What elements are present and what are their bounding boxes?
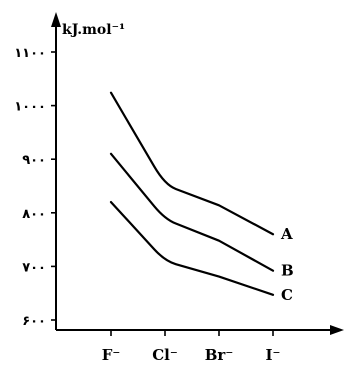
- x-tick-label: Br⁻: [205, 346, 234, 364]
- x-ticks: F⁻ Cl⁻ Br⁻ I⁻: [102, 330, 281, 364]
- y-axis-unit-label: kJ.mol⁻¹: [62, 22, 125, 38]
- y-tick-label: ۹۰۰: [22, 153, 46, 168]
- series-label-c: C: [281, 286, 293, 304]
- y-tick-label: ۶۰۰: [22, 314, 46, 329]
- x-tick-label: I⁻: [266, 346, 281, 364]
- y-tick-label: ۷۰۰: [22, 260, 46, 275]
- y-tick-label: ۱۱۰۰: [14, 46, 46, 61]
- y-axis-arrow: [51, 12, 61, 27]
- x-tick-label: F⁻: [102, 346, 121, 364]
- series-line-b: [109, 152, 275, 272]
- y-tick-label: ۸۰۰: [22, 207, 46, 222]
- y-tick-label: ۱۰۰۰: [14, 100, 46, 115]
- series-lines: A BC: [109, 91, 294, 304]
- x-tick-label: Cl⁻: [152, 346, 178, 364]
- series-label-a: A: [280, 225, 293, 243]
- series-label-b: B: [281, 262, 294, 280]
- x-axis-arrow: [330, 325, 344, 335]
- series-line-a: [109, 91, 275, 236]
- series-line-c: [109, 200, 275, 296]
- x-axis: [56, 325, 344, 335]
- y-axis: [51, 12, 61, 330]
- y-ticks: ۶۰۰ ۷۰۰ ۸۰۰ ۹۰۰ ۱۰۰۰ ۱۱۰۰: [14, 46, 56, 329]
